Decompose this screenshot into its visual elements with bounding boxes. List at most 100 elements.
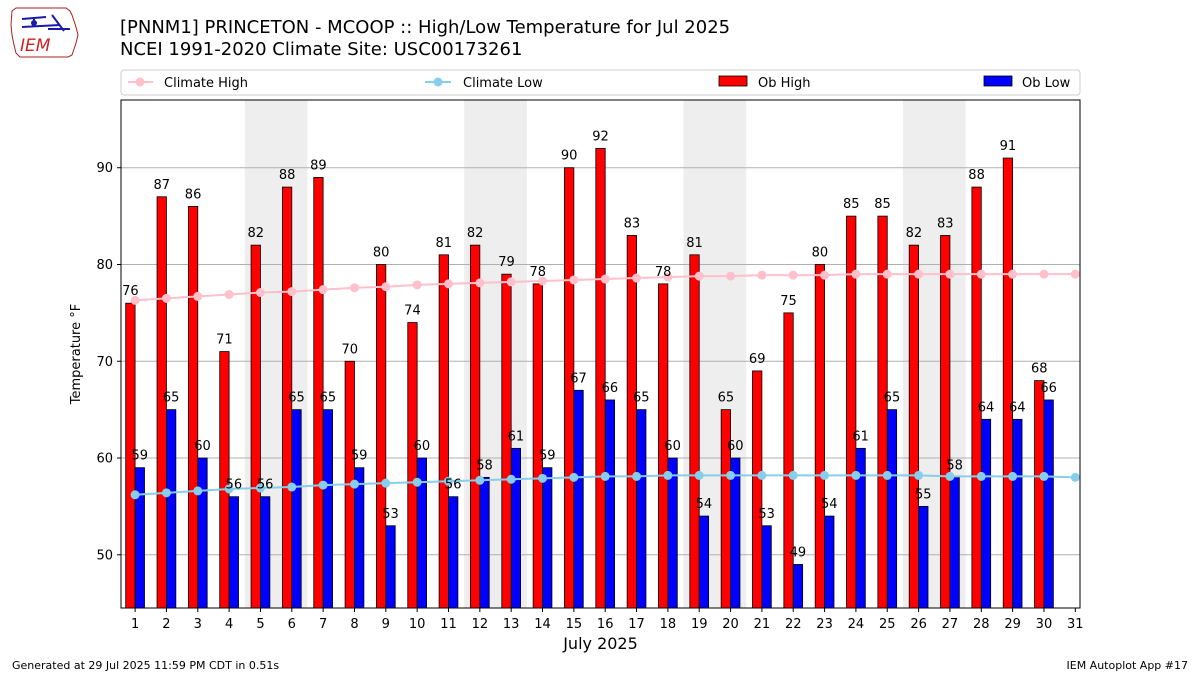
climate-low-point (538, 473, 548, 483)
climate-low-point (255, 483, 265, 493)
ob-low-bar (573, 389, 584, 609)
ob-low-label: 59 (132, 449, 149, 464)
x-tick-label: 17 (628, 617, 645, 632)
logo-text: IEM (20, 36, 51, 56)
climate-high-point (976, 269, 986, 279)
ob-high-bar (564, 167, 575, 609)
climate-low-point (224, 484, 234, 494)
ob-low-label: 60 (727, 439, 744, 454)
climate-low-point (694, 470, 704, 480)
ob-low-bar (197, 457, 208, 609)
x-tick-label: 26 (910, 617, 927, 632)
climate-low-point (318, 480, 328, 490)
ob-high-label: 90 (561, 149, 578, 164)
x-tick-label: 10 (409, 617, 426, 632)
climate-high-point (788, 270, 798, 280)
x-tick-label: 21 (754, 617, 771, 632)
ob-high-bar (1034, 380, 1045, 609)
climate-high-point (287, 287, 297, 297)
ob-high-bar (626, 235, 637, 609)
climate-low-point (632, 471, 642, 481)
ob-low-bar (949, 476, 960, 609)
climate-low-point (600, 471, 610, 481)
ob-low-bar (228, 496, 239, 609)
ob-low-label: 65 (163, 391, 180, 406)
ob-low-bar (260, 496, 271, 609)
climate-high-point (757, 270, 767, 280)
ob-high-bar (438, 254, 449, 609)
ob-low-label: 67 (570, 371, 587, 386)
ob-low-label: 58 (476, 458, 493, 473)
ob-low-bar (291, 409, 302, 609)
ob-high-bar (532, 283, 543, 609)
climate-high-point (224, 289, 234, 299)
climate-low-point (444, 476, 454, 486)
climate-high-point (945, 269, 955, 279)
ob-high-bar (250, 244, 261, 609)
climate-high-point (694, 271, 704, 281)
x-axis-title: July 2025 (562, 634, 638, 653)
x-tick-label: 2 (162, 617, 170, 632)
ob-high-label: 80 (812, 245, 829, 260)
ob-high-label: 82 (467, 226, 484, 241)
legend-ob-low-label: Ob Low (1022, 76, 1071, 91)
climate-high-point (632, 273, 642, 283)
climate-low-point (161, 488, 171, 498)
footer-generated: Generated at 29 Jul 2025 11:59 PM CDT in… (12, 659, 280, 672)
ob-low-bar (886, 409, 898, 609)
ob-low-label: 58 (946, 458, 963, 473)
x-tick-label: 6 (288, 617, 296, 632)
ob-high-bar (783, 312, 794, 609)
ob-high-label: 70 (342, 342, 359, 357)
climate-high-point (444, 279, 454, 289)
ob-high-label: 81 (436, 236, 453, 251)
x-tick-label: 31 (1067, 617, 1084, 632)
climate-high-point (193, 291, 203, 301)
plot-frame (120, 99, 1081, 609)
chart-title: [PNNM1] PRINCETON - MCOOP :: High/Low Te… (120, 17, 731, 38)
ob-low-label: 61 (852, 429, 869, 444)
climate-high-point (1039, 269, 1049, 279)
ob-low-label: 55 (915, 487, 932, 502)
ob-low-bar (542, 467, 553, 609)
ob-low-bar (761, 525, 772, 609)
legend-climate-low-label: Climate Low (463, 76, 543, 91)
climate-high-point (1070, 269, 1080, 279)
ob-high-bar (814, 264, 825, 609)
legend-ob-high-label: Ob High (758, 76, 811, 91)
legend-climate-high-marker (135, 77, 145, 87)
x-tick-label: 4 (225, 617, 233, 632)
climate-high-point (1008, 269, 1018, 279)
ob-low-label: 61 (508, 429, 525, 444)
ob-high-label: 78 (655, 265, 672, 280)
legend-ob-high-swatch (718, 75, 748, 87)
ob-high-label: 83 (624, 216, 641, 231)
x-tick-label: 7 (319, 617, 327, 632)
climate-high-point (161, 293, 171, 303)
x-tick-label: 5 (256, 617, 264, 632)
climate-low-point (882, 470, 892, 480)
ob-low-bar (1043, 399, 1054, 609)
ob-low-label: 65 (884, 391, 901, 406)
climate-low-point (412, 477, 422, 487)
climate-low-point (193, 486, 203, 496)
x-tick-label: 25 (879, 617, 896, 632)
ob-low-label: 64 (1009, 400, 1026, 415)
ob-low-label: 66 (602, 381, 619, 396)
climate-high-point (475, 278, 485, 288)
ob-low-bar (730, 457, 741, 609)
ob-low-label: 53 (382, 507, 399, 522)
ob-low-label: 60 (664, 439, 681, 454)
climate-high-point (318, 285, 328, 295)
ob-low-label: 56 (445, 478, 462, 493)
ob-low-bar (1012, 418, 1023, 609)
chart-subtitle: NCEI 1991-2020 Climate Site: USC00173261 (120, 39, 523, 60)
ob-high-bar (1002, 157, 1014, 609)
ob-high-bar (376, 264, 387, 609)
y-tick-label: 90 (96, 161, 113, 176)
ob-high-label: 82 (247, 226, 264, 241)
ob-low-label: 60 (194, 439, 211, 454)
ob-high-label: 82 (906, 226, 923, 241)
ob-high-bar (187, 206, 199, 609)
ob-low-bar (667, 457, 678, 609)
